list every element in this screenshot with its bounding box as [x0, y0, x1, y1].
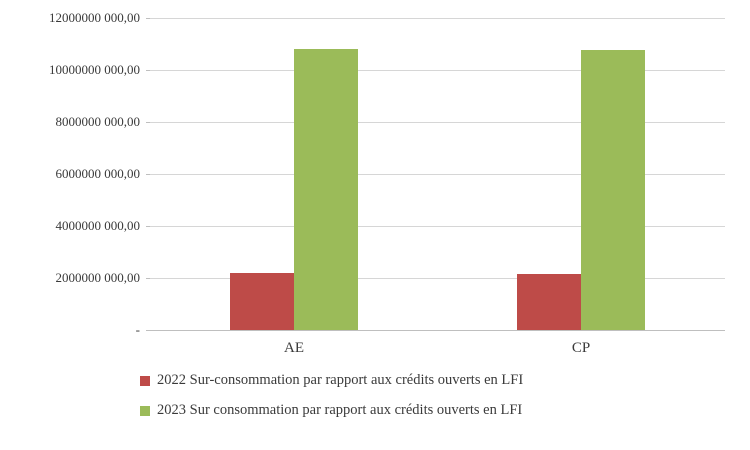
gridline [150, 70, 725, 71]
gridline [150, 122, 725, 123]
y-axis-tick-label: 6000000 000,00 [55, 166, 141, 181]
x-axis-line [150, 330, 725, 331]
y-tick-mark [146, 18, 150, 19]
legend-item: 2023 Sur consommation par rapport aux cr… [140, 402, 523, 419]
y-tick-mark [146, 70, 150, 71]
y-axis-tick-label: 8000000 000,00 [55, 114, 141, 129]
chart-legend: 2022 Sur-consommation par rapport aux cr… [140, 372, 523, 419]
legend-label: 2023 Sur consommation par rapport aux cr… [157, 402, 523, 418]
gridline [150, 18, 725, 19]
legend-swatch-icon [140, 375, 150, 386]
y-tick-mark [146, 122, 150, 123]
bar-cp-series-1 [581, 50, 645, 330]
legend-swatch-icon [140, 405, 150, 416]
y-tick-mark [146, 278, 150, 279]
bar-cp-series-0 [517, 274, 581, 330]
gridline [150, 278, 725, 279]
legend-item: 2022 Sur-consommation par rapport aux cr… [140, 372, 523, 389]
bar-ae-series-0 [230, 273, 294, 330]
y-axis-tick-label: 2000000 000,00 [55, 270, 141, 285]
y-tick-mark [146, 330, 150, 331]
x-axis-category-label: CP [571, 340, 591, 356]
legend-label: 2022 Sur-consommation par rapport aux cr… [157, 372, 524, 388]
y-tick-mark [146, 226, 150, 227]
plot-area: 12000000 000,00 10000000 000,00 8000000 00… [49, 10, 725, 356]
gridline [150, 226, 725, 227]
x-axis-category-label: AE [284, 340, 304, 356]
y-axis-tick-label: - [135, 322, 140, 337]
y-axis-tick-label: 10000000 000,00 [49, 62, 140, 77]
y-axis-tick-label: 4000000 000,00 [55, 218, 141, 233]
gridline [150, 174, 725, 175]
bar-ae-series-1 [294, 49, 358, 330]
y-tick-mark [146, 174, 150, 175]
y-axis-tick-label: 12000000 000,00 [49, 10, 140, 25]
